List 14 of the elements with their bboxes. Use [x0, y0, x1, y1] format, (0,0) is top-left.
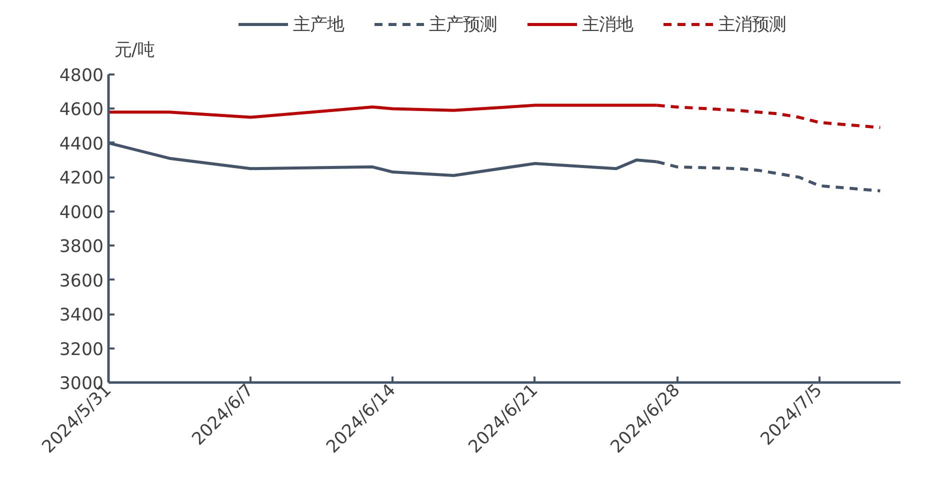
y-tick-label: 4200: [59, 168, 104, 189]
legend-label: 主产预测: [429, 14, 497, 36]
y-tick-label: 3800: [59, 237, 104, 258]
y-tick-label: 3400: [59, 306, 104, 326]
y-tick-label: 3600: [59, 271, 104, 292]
y-tick-label: 3200: [59, 340, 104, 360]
legend-label: 主产地: [293, 14, 344, 36]
legend-label: 主消地: [582, 14, 633, 36]
legend-label: 主消预测: [718, 14, 786, 36]
y-tick-label: 4000: [59, 202, 104, 223]
y-axis-title: 元/吨: [114, 40, 154, 60]
y-tick-label: 4600: [59, 100, 104, 120]
y-tick-label: 4400: [59, 134, 104, 154]
y-tick-label: 4800: [59, 66, 104, 86]
